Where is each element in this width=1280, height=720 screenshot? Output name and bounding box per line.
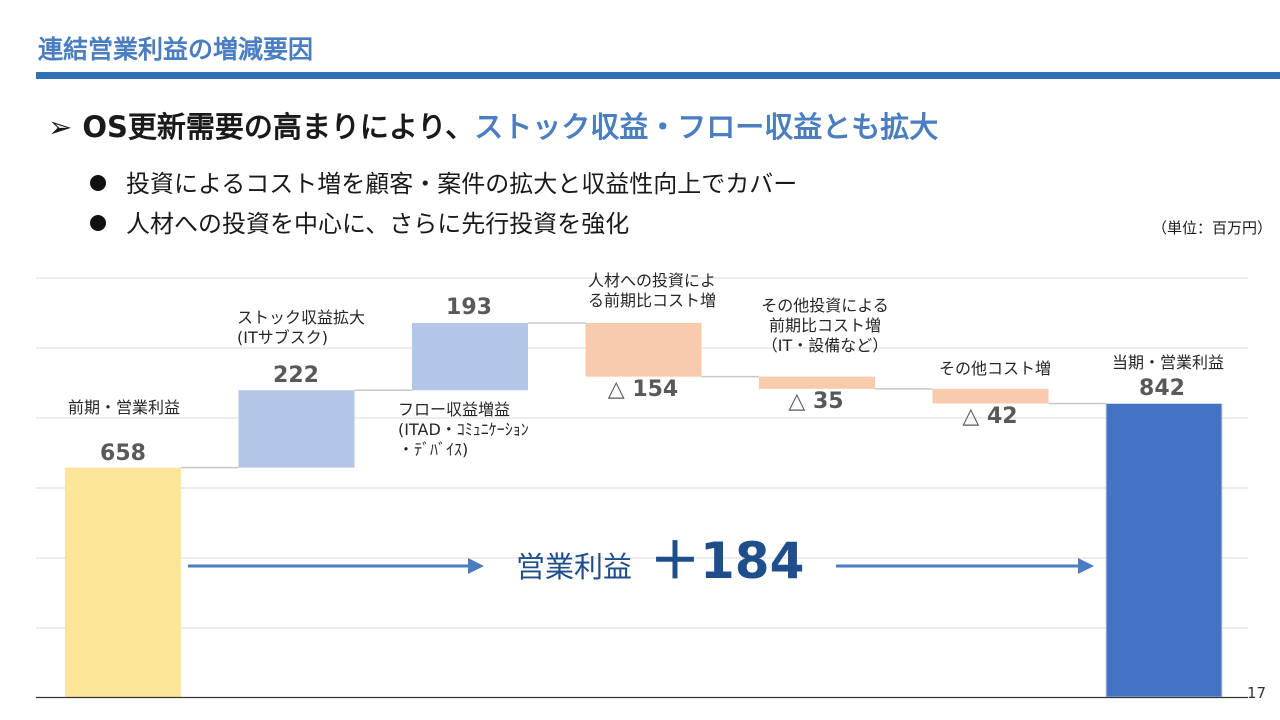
bar [932,388,1049,404]
bar [585,322,702,377]
value-label: 193 [446,295,492,320]
category-label: （IT・設備など） [762,336,889,355]
value-label: △ 154 [608,377,679,402]
category-label: (ITAD・ｺﾐｭﾆｹｰｼｮﾝ [398,420,529,439]
value-label: △ 42 [962,404,1017,429]
headline-prefix: ➢ OS更新需要の高まりにより、 [48,110,475,144]
bar [412,322,528,391]
bullet-dot-icon [90,175,106,191]
callout-value: ＋184 [650,532,804,590]
category-label: その他投資による [761,296,889,315]
bar [65,467,181,697]
category-label: (ITサブスク) [237,328,328,347]
bullet-dot-icon [90,215,106,231]
category-label: ストック収益拡大 [237,308,365,327]
category-label: 当期・営業利益 [1112,353,1224,372]
category-label: フロー収益増益 [398,400,510,419]
bullet-text: 人材への投資を中心に、さらに先行投資を強化 [126,210,630,238]
bar [759,376,875,389]
category-label: ・ﾃﾞﾊﾞｲｽ) [398,440,468,459]
value-label: 222 [273,363,319,388]
value-label: △ 35 [788,389,843,414]
category-label: 前期・営業利益 [68,398,180,417]
value-label: 842 [1139,376,1185,401]
category-label: 前期比コスト増 [769,316,881,335]
headline-accent: ストック収益・フロー収益とも拡大 [474,110,939,144]
bar [1105,402,1223,698]
title-rule [36,72,1280,79]
bullet-1: 投資によるコスト増を顧客・案件の拡大と収益性向上でカバー [90,164,797,199]
page-number: 17 [1247,684,1267,702]
bullet-2: 人材への投資を中心に、さらに先行投資を強化 [90,204,629,239]
bar [238,390,355,468]
callout-label: 営業利益 [516,550,632,584]
value-label: 658 [100,441,146,466]
category-label: 人材への投資によ [588,271,716,290]
arrow-right-icon [468,558,484,574]
slide-title: 連結営業利益の増減要因 [38,35,314,64]
category-label: その他コスト増 [939,359,1051,378]
bullet-text: 投資によるコスト増を顧客・案件の拡大と収益性向上でカバー [126,170,798,198]
headline: ➢ OS更新需要の高まりにより、ストック収益・フロー収益とも拡大 [48,104,938,146]
category-label: る前期比コスト増 [588,291,716,310]
arrow-right-icon [1078,558,1094,574]
unit-label: （単位：百万円） [1151,219,1272,237]
